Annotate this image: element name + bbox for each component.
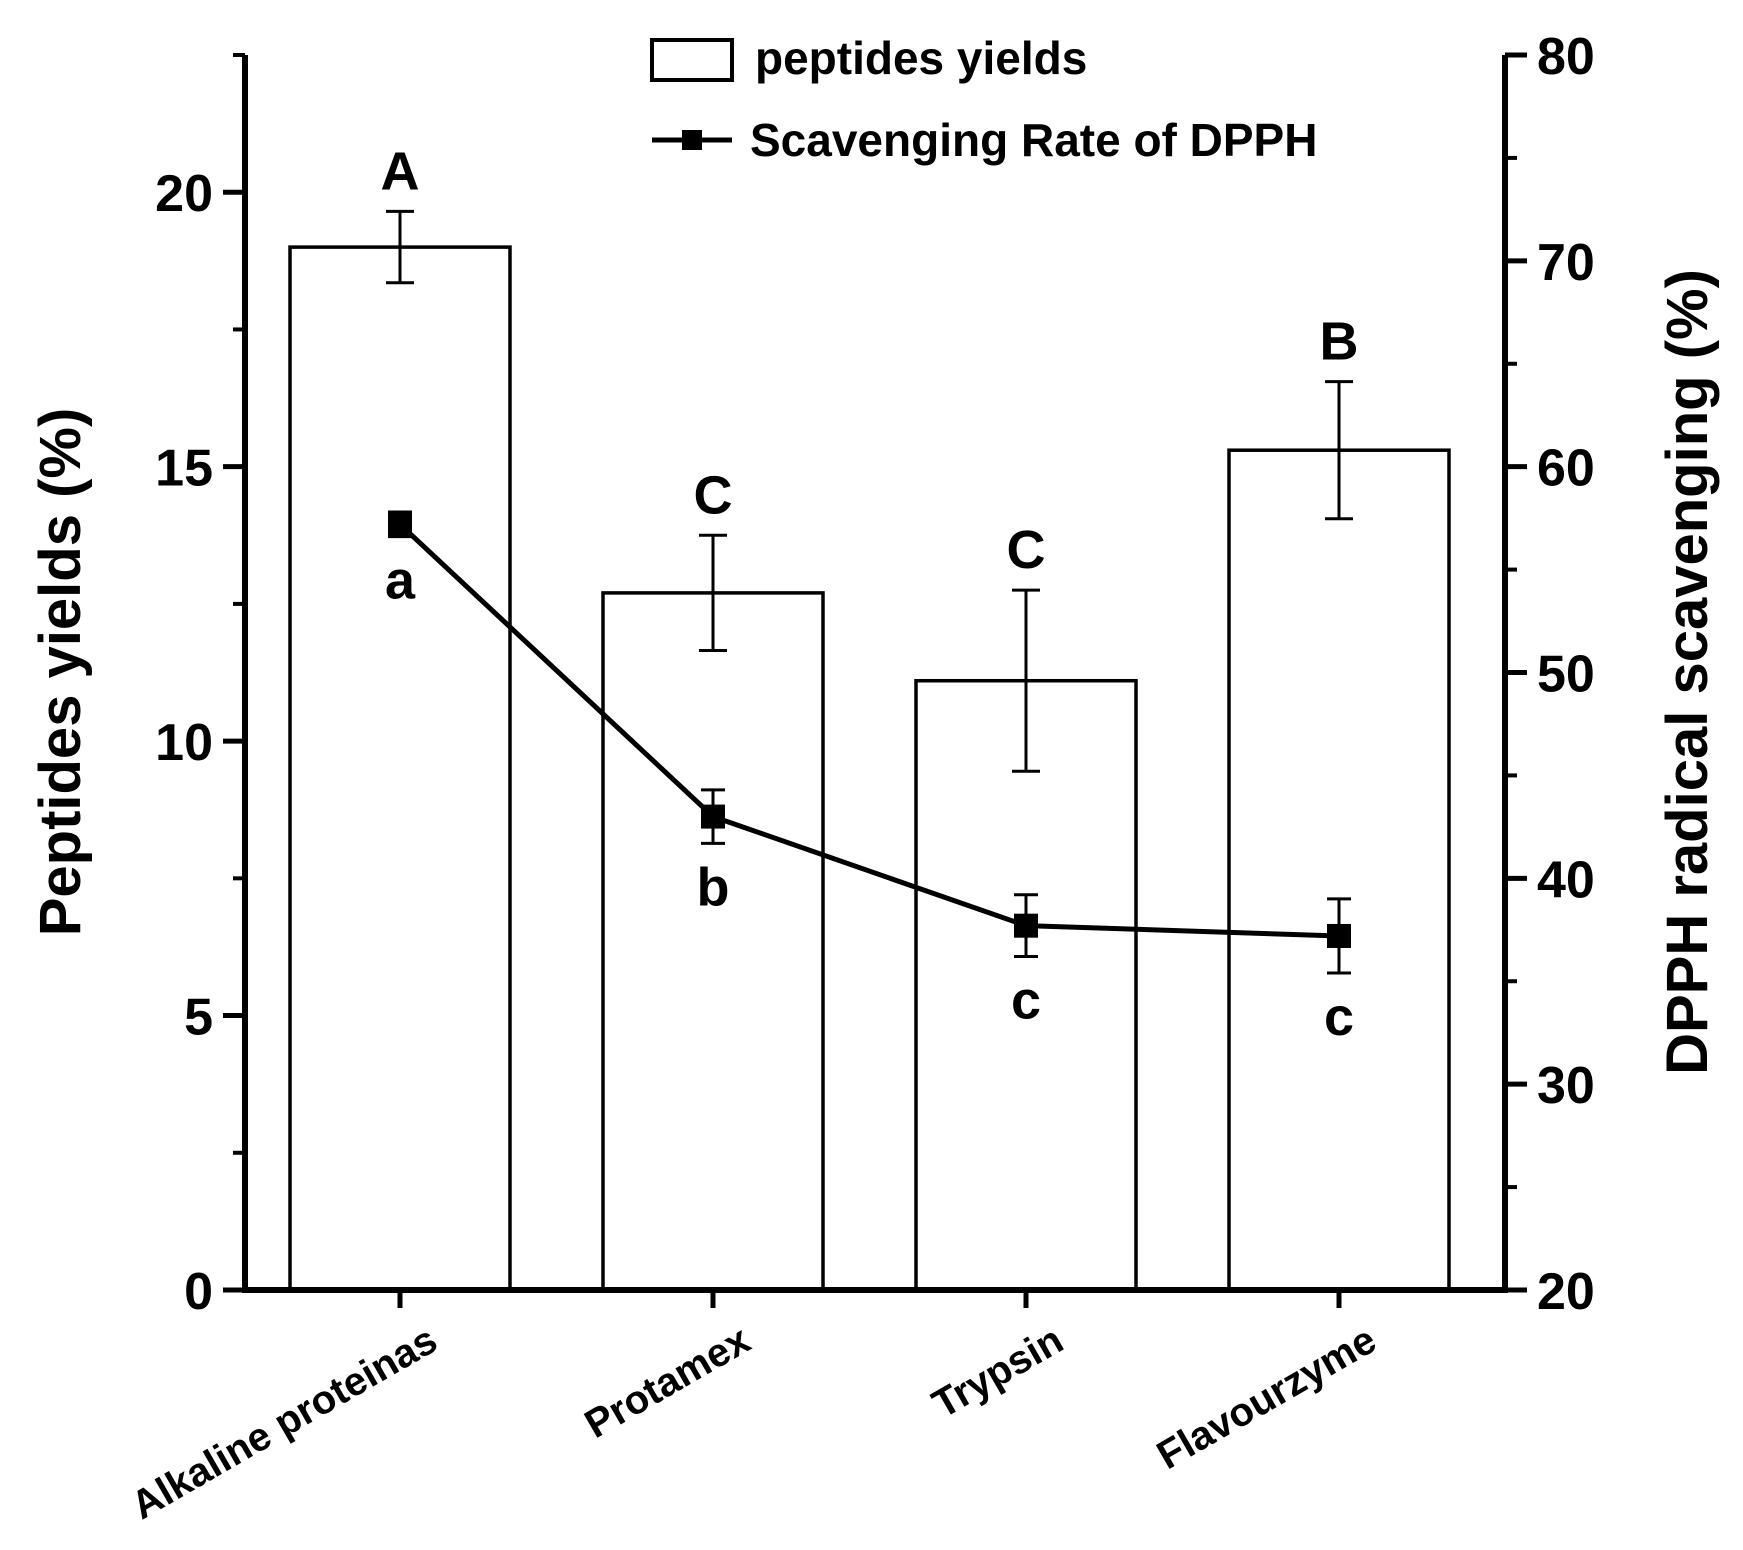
x-tick-label-0: Alkaline proteinas <box>124 1318 444 1528</box>
x-tick-label-1: Protamex <box>578 1318 758 1447</box>
bar-letter-3: B <box>1320 312 1359 372</box>
dpph-letter-0: a <box>385 551 416 611</box>
dpph-letter-1: b <box>697 857 730 917</box>
right-tick-label-5: 70 <box>1537 234 1595 292</box>
legend-bar-swatch <box>650 38 734 82</box>
bar-0 <box>288 245 512 1292</box>
bar-letter-2: C <box>1007 520 1046 580</box>
right-tick-label-0: 20 <box>1537 1263 1595 1321</box>
bar-3 <box>1227 448 1451 1292</box>
dpph-point-0 <box>388 512 412 537</box>
right-tick-label-3: 50 <box>1537 646 1595 704</box>
left-tick-label-0: 0 <box>184 1263 213 1321</box>
dpph-line <box>398 522 1340 939</box>
left-tick-label-3: 15 <box>155 440 213 498</box>
dpph-point-2 <box>1014 913 1038 938</box>
ticks-layer <box>223 52 1527 1308</box>
legend-line-marker <box>682 130 702 150</box>
dpph-point-1 <box>701 804 725 829</box>
dpph-letter-2: c <box>1011 971 1041 1031</box>
labels-layer: Peptides yields (%) DPPH radical scaveng… <box>28 28 1720 1528</box>
bar-1 <box>601 591 825 1292</box>
left-tick-label-4: 20 <box>155 165 213 223</box>
bar-letter-1: C <box>694 465 733 525</box>
legend-bar-label: peptides yields <box>755 32 1087 84</box>
x-tick-label-3: Flavourzyme <box>1150 1318 1384 1478</box>
left-tick-label-1: 5 <box>184 989 213 1047</box>
x-tick-label-2: Trypsin <box>925 1318 1070 1427</box>
legend-line-label: Scavenging Rate of DPPH <box>750 114 1317 166</box>
bars-layer <box>288 209 1451 1292</box>
legend: peptides yields Scavenging Rate of DPPH <box>650 32 1317 166</box>
dpph-letter-3: c <box>1324 987 1354 1047</box>
bar-letter-0: A <box>381 141 420 201</box>
right-tick-label-4: 60 <box>1537 440 1595 498</box>
line-layer <box>388 510 1351 975</box>
right-tick-label-2: 40 <box>1537 851 1595 909</box>
right-axis-label: DPPH radical scavenging (%) <box>1655 269 1720 1075</box>
right-tick-label-6: 80 <box>1537 28 1595 86</box>
left-axis-label: Peptides yields (%) <box>28 408 93 937</box>
left-tick-label-2: 10 <box>155 714 213 772</box>
right-tick-label-1: 30 <box>1537 1057 1595 1115</box>
dpph-point-3 <box>1327 923 1351 948</box>
